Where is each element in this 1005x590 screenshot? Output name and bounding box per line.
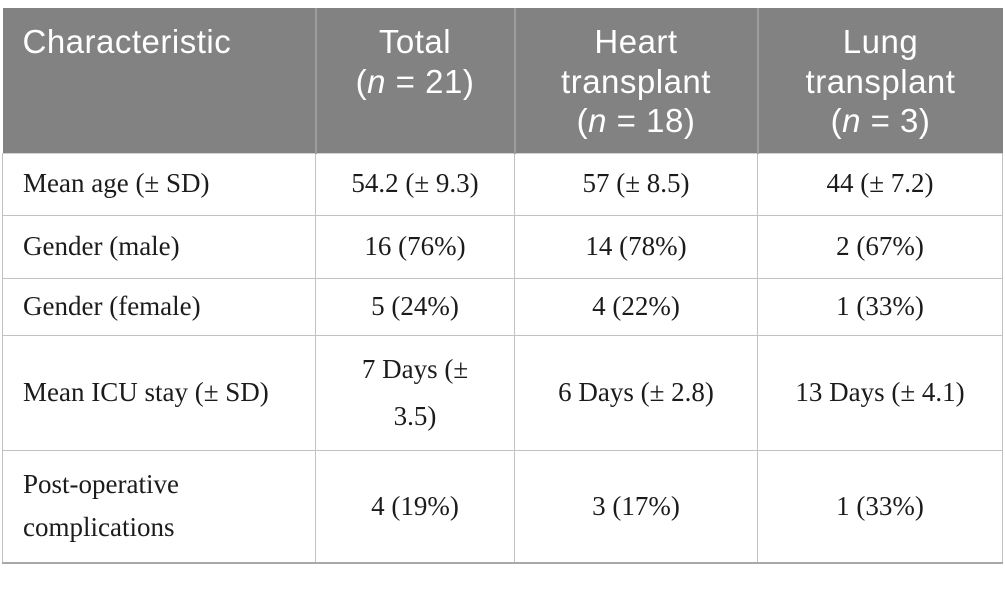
header-n-count: (n = 3) bbox=[830, 102, 931, 140]
header-cell-total: Total (n = 21) bbox=[315, 8, 516, 153]
header-cell-heart-transplant: Heart transplant (n = 18) bbox=[514, 8, 759, 153]
header-row: Characteristic Total (n = 21) Heart tran… bbox=[2, 8, 1003, 153]
cell-lung: 13 Days (± 4.1) bbox=[757, 334, 1003, 451]
header-cell-lung-transplant: Lung transplant (n = 3) bbox=[757, 8, 1003, 153]
cell-total: 7 Days (± 3.5) bbox=[315, 334, 515, 451]
header-cell-characteristic: Characteristic bbox=[2, 8, 317, 153]
cell-total: 5 (24%) bbox=[315, 277, 515, 336]
cell-lung: 1 (33%) bbox=[757, 277, 1003, 336]
table-row-mean-age: Mean age (± SD) 54.2 (± 9.3) 57 (± 8.5) … bbox=[2, 152, 1003, 216]
table-row-mean-icu-stay: Mean ICU stay (± SD) 7 Days (± 3.5) 6 Da… bbox=[2, 334, 1003, 451]
table-body: Mean age (± SD) 54.2 (± 9.3) 57 (± 8.5) … bbox=[2, 152, 1003, 564]
table-header: Characteristic Total (n = 21) Heart tran… bbox=[2, 8, 1003, 153]
table-row-gender-female: Gender (female) 5 (24%) 4 (22%) 1 (33%) bbox=[2, 277, 1003, 336]
cell-heart: 57 (± 8.5) bbox=[514, 152, 758, 216]
header-n-count: (n = 18) bbox=[576, 102, 696, 140]
table-row-gender-male: Gender (male) 16 (76%) 14 (78%) 2 (67%) bbox=[2, 214, 1003, 279]
cell-lung: 1 (33%) bbox=[757, 449, 1003, 564]
cell-total: 4 (19%) bbox=[315, 449, 515, 564]
header-label: Lung bbox=[842, 23, 919, 60]
patient-characteristics-table: Characteristic Total (n = 21) Heart tran… bbox=[2, 8, 1003, 564]
header-label: Characteristic bbox=[22, 23, 232, 60]
header-label-line2: transplant bbox=[561, 62, 711, 100]
row-label: Gender (male) bbox=[2, 214, 316, 279]
header-n-count: (n = 21) bbox=[355, 62, 475, 100]
row-label: Post-operative complications bbox=[2, 449, 316, 564]
table-row-postop-complications: Post-operative complications 4 (19%) 3 (… bbox=[2, 449, 1003, 564]
header-label: Total bbox=[378, 23, 452, 60]
row-label: Gender (female) bbox=[2, 277, 316, 336]
cell-heart: 6 Days (± 2.8) bbox=[514, 334, 758, 451]
cell-heart: 14 (78%) bbox=[514, 214, 758, 279]
cell-total: 54.2 (± 9.3) bbox=[315, 152, 515, 216]
cell-lung: 2 (67%) bbox=[757, 214, 1003, 279]
header-label: Heart bbox=[594, 23, 678, 60]
cell-lung: 44 (± 7.2) bbox=[757, 152, 1003, 216]
row-label: Mean ICU stay (± SD) bbox=[2, 334, 316, 451]
cell-total: 16 (76%) bbox=[315, 214, 515, 279]
row-label: Mean age (± SD) bbox=[2, 152, 316, 216]
cell-heart: 4 (22%) bbox=[514, 277, 758, 336]
header-label-line2: transplant bbox=[805, 62, 956, 100]
patient-characteristics-table-wrap: Characteristic Total (n = 21) Heart tran… bbox=[2, 8, 1003, 564]
cell-heart: 3 (17%) bbox=[514, 449, 758, 564]
